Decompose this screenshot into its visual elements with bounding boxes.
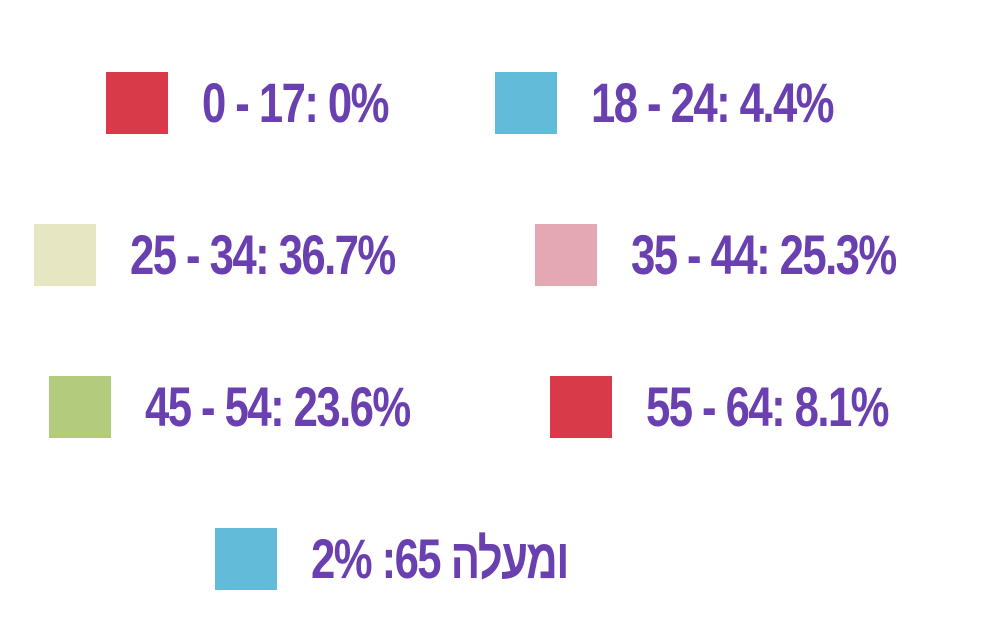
- legend-item-35-44: 35 - 44: 25.3%: [535, 223, 970, 287]
- legend-item-45-54: 45 - 54: 23.6%: [49, 375, 484, 439]
- legend-swatch-35-44: [535, 224, 597, 286]
- legend-swatch-45-54: [49, 376, 111, 438]
- legend-label-18-24: 18 - 24: 4.4%: [591, 71, 835, 134]
- legend-swatch-55-64: [550, 376, 612, 438]
- legend-item-18-24: 18 - 24: 4.4%: [495, 71, 901, 135]
- legend-swatch-18-24: [495, 72, 557, 134]
- legend-swatch-25-34: [34, 224, 96, 286]
- legend-label-35-44: 35 - 44: 25.3%: [631, 223, 897, 286]
- legend-item-65-plus: 2% :65 ומעלה: [215, 527, 640, 591]
- legend-label-55-64: 55 - 64: 8.1%: [646, 375, 890, 438]
- legend-label-0-17: 0 - 17: 0%: [202, 71, 389, 134]
- legend-label-65-plus: 2% :65 ומעלה: [311, 527, 569, 590]
- legend-label-25-34: 25 - 34: 36.7%: [130, 223, 396, 286]
- legend-swatch-0-17: [106, 72, 168, 134]
- legend-item-25-34: 25 - 34: 36.7%: [34, 223, 469, 287]
- legend-item-0-17: 0 - 17: 0%: [106, 71, 440, 135]
- legend-swatch-65-plus: [215, 528, 277, 590]
- legend-label-45-54: 45 - 54: 23.6%: [145, 375, 411, 438]
- legend-item-55-64: 55 - 64: 8.1%: [550, 375, 956, 439]
